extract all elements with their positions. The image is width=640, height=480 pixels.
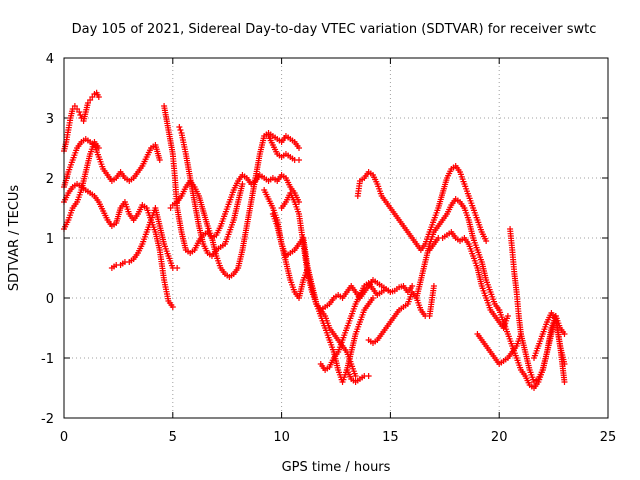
data-point — [176, 124, 183, 130]
data-point — [483, 238, 490, 244]
data-point — [430, 283, 437, 289]
y-tick-label: -2 — [41, 412, 54, 427]
data-point — [352, 373, 359, 379]
series-sat-o — [365, 283, 437, 346]
series-sat-t — [507, 226, 568, 385]
y-tick-label: 3 — [46, 112, 54, 127]
x-tick-label: 0 — [60, 430, 68, 445]
data-point — [504, 313, 511, 319]
data-point — [95, 145, 102, 151]
data-point-interp — [77, 112, 84, 118]
chart-title: Day 105 of 2021, Sidereal Day-to-day VTE… — [72, 22, 597, 37]
series-sat-n — [343, 367, 372, 385]
x-axis-label: GPS time / hours — [282, 460, 391, 475]
series-sat-c — [61, 89, 102, 154]
y-tick-label: 0 — [46, 292, 54, 307]
data-point — [296, 145, 303, 151]
series-sat-h — [176, 124, 246, 259]
data-point — [296, 157, 303, 163]
marks-layer — [61, 89, 568, 391]
series-sat-k — [278, 190, 359, 379]
y-tick-label: -1 — [41, 352, 54, 367]
data-point — [239, 181, 246, 187]
x-tick-label: 10 — [273, 430, 290, 445]
data-point — [561, 361, 568, 367]
data-point — [409, 283, 416, 289]
series-sat-q — [413, 196, 503, 313]
y-tick-label: 4 — [46, 52, 54, 67]
y-tick-label: 2 — [46, 172, 54, 187]
plot-frame — [63, 57, 609, 419]
series-sat-d — [61, 139, 102, 232]
series-sat-l — [269, 211, 394, 313]
series-sat-e — [108, 205, 181, 271]
x-tick-label: 20 — [491, 430, 508, 445]
series-sat-m — [317, 280, 416, 373]
series-sat-p — [354, 163, 490, 253]
x-tick-label: 25 — [600, 430, 617, 445]
data-point — [76, 109, 83, 115]
data-point — [561, 331, 568, 337]
data-point — [95, 94, 102, 100]
data-point — [365, 373, 372, 379]
x-tick-label: 5 — [169, 430, 177, 445]
data-point — [561, 379, 568, 385]
data-point — [169, 304, 176, 310]
series-sat-g — [167, 130, 303, 280]
data-point — [156, 157, 163, 163]
y-axis-label: SDTVAR / TECUs — [7, 185, 22, 292]
data-point — [369, 295, 376, 301]
x-tick-label: 15 — [382, 430, 399, 445]
y-tick-label: 1 — [46, 232, 54, 247]
data-point-interp — [177, 127, 184, 133]
data-point — [174, 265, 181, 271]
series-sat-i — [265, 133, 303, 163]
series-sat-v — [531, 310, 568, 367]
